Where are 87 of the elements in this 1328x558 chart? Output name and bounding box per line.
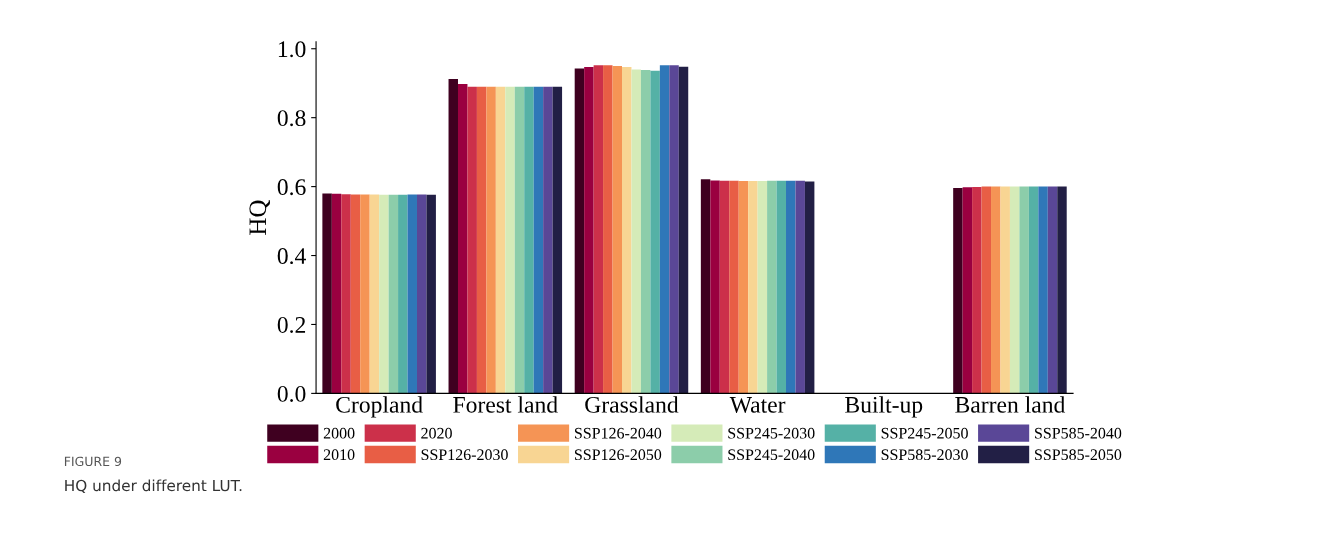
- bar: [574, 68, 585, 394]
- bar: [486, 86, 496, 394]
- bar: [972, 186, 982, 394]
- legend-label: 2010: [323, 449, 355, 461]
- bar: [407, 194, 417, 394]
- bar: [524, 86, 534, 394]
- x-tick-label: Barren land: [955, 396, 1066, 413]
- y-tick-label: 0.4: [277, 248, 306, 265]
- bar: [1019, 186, 1029, 394]
- x-tick-label: Water: [729, 397, 786, 413]
- bar: [710, 180, 720, 394]
- caption: FIGURE 9: [64, 456, 122, 467]
- bar: [322, 193, 332, 394]
- bar: [953, 187, 963, 394]
- bar: [398, 194, 408, 394]
- bar: [426, 194, 436, 394]
- x-tick-label: Built-up: [845, 396, 923, 418]
- bar: [757, 181, 768, 394]
- bar: [1000, 186, 1010, 394]
- y-tick-label: 0.0: [277, 385, 306, 402]
- bar: [719, 180, 730, 394]
- bar: [795, 180, 805, 394]
- bar: [1038, 186, 1048, 394]
- bar: [1047, 186, 1058, 394]
- bar: [786, 180, 796, 394]
- bar: [533, 86, 544, 394]
- x-tick-label: Cropland: [336, 396, 423, 418]
- bar: [729, 180, 739, 394]
- bar: [584, 67, 594, 394]
- bar: [350, 194, 361, 394]
- bar: [341, 194, 351, 394]
- bar: [612, 65, 622, 394]
- legend-label: SSP245-2030: [728, 427, 815, 439]
- bar: [631, 69, 641, 394]
- x-tick-label: Grassland: [585, 396, 679, 413]
- legend-label: SSP126-2040: [574, 427, 662, 439]
- bar: [1028, 186, 1039, 394]
- y-tick-label: 0.6: [277, 179, 306, 196]
- bar: [776, 180, 787, 394]
- y-tick-label: 0.2: [277, 316, 306, 333]
- bar: [748, 181, 758, 394]
- y-axis-title: HQ: [249, 199, 270, 235]
- legend-label: SSP126-2030: [421, 449, 508, 461]
- bar: [804, 181, 815, 394]
- legend-label: SSP245-2040: [728, 449, 815, 461]
- bar: [543, 86, 553, 394]
- legend-label: SSP585-2030: [881, 449, 968, 461]
- text: HQ under different LUT.: [65, 479, 242, 494]
- legend-label: 2000: [323, 427, 355, 439]
- bar: [981, 186, 992, 394]
- bar: [603, 65, 613, 394]
- bar: [1009, 186, 1020, 394]
- legend-label: SSP585-2040: [1035, 427, 1122, 439]
- bar: [495, 86, 506, 394]
- bar: [331, 193, 342, 394]
- bar: [379, 194, 389, 394]
- bar: [505, 86, 515, 394]
- bar: [388, 194, 399, 394]
- bar: [738, 181, 749, 394]
- bar: [467, 86, 477, 394]
- bar: [360, 194, 370, 394]
- bar: [669, 65, 679, 394]
- bar: [457, 83, 468, 394]
- bar: [650, 70, 660, 394]
- legend-label: SSP126-2050: [574, 449, 662, 461]
- bar: [514, 86, 525, 394]
- bar: [640, 70, 651, 394]
- bar: [622, 67, 632, 394]
- bar: [476, 86, 487, 394]
- bar: [593, 65, 604, 394]
- y-tick-label: 1.0: [278, 41, 306, 58]
- bar: [962, 187, 973, 394]
- bar: [416, 194, 427, 394]
- bar: [448, 79, 458, 394]
- x-tick-label: Forest land: [453, 396, 558, 413]
- bar: [991, 186, 1001, 394]
- bar: [659, 65, 670, 394]
- bar: [1057, 186, 1067, 394]
- bar: [767, 180, 777, 394]
- bar: [369, 194, 380, 394]
- legend-label: 2020: [421, 427, 452, 439]
- y-tick-label: 0.8: [277, 110, 306, 127]
- bar: [552, 86, 563, 394]
- legend-label: SSP245-2050: [881, 427, 968, 439]
- bar: [678, 66, 689, 394]
- legend-label: SSP585-2050: [1035, 449, 1122, 461]
- bar: [700, 179, 711, 394]
